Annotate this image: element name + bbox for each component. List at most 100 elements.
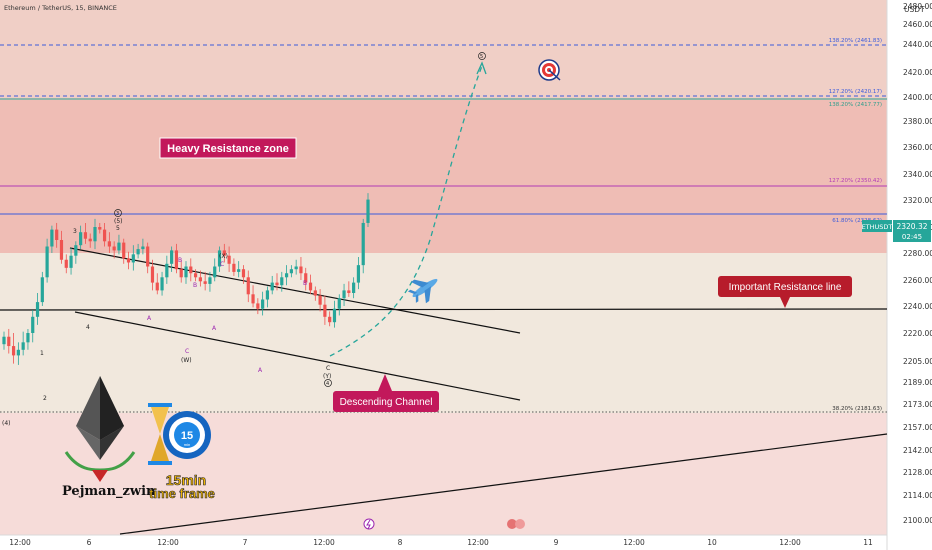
candle-body <box>284 273 289 278</box>
candle-body <box>356 265 361 283</box>
wave-circle-icon <box>324 379 332 387</box>
heavy-resistance-label[interactable]: Heavy Resistance zone <box>159 137 297 159</box>
candle-body <box>361 222 365 266</box>
candle-body <box>21 342 25 350</box>
time-tick-label: 12:00 <box>467 538 489 547</box>
wave-circle-icon <box>478 52 486 60</box>
candle-body <box>246 277 250 295</box>
candle-body <box>323 304 327 317</box>
projection-arrow-icon <box>476 61 487 75</box>
price-tick-label: 2460.00 <box>903 20 932 29</box>
price-tick-label: 2420.00 <box>903 68 932 77</box>
candle-body <box>160 277 164 291</box>
candle-body <box>64 259 68 268</box>
channel-upper-line[interactable] <box>69 247 521 334</box>
wave-label: 1 <box>40 350 44 357</box>
candle-body <box>155 282 159 291</box>
candle-body <box>289 269 293 274</box>
candle-body <box>83 232 88 239</box>
wave-label: (5) <box>114 218 123 225</box>
price-tick-label: 2360.00 <box>903 143 932 152</box>
price-axis[interactable]: 2480.00 2460.00 2440.00 2420.00 2400.00 2380.… <box>903 2 932 525</box>
channel-lower-line[interactable] <box>74 311 521 401</box>
price-tick-label: 2173.00 <box>903 400 932 409</box>
candle-body <box>40 277 44 303</box>
fib-label-382: 38.20% (2181.63) <box>832 406 882 412</box>
us-events-icon[interactable] <box>507 519 525 529</box>
time-tick-label: 12:00 <box>157 538 179 547</box>
clock-number: 15 <box>181 430 193 442</box>
wave-label: A <box>258 367 263 374</box>
wave-circle-icon <box>114 209 122 217</box>
candle-body <box>184 266 188 278</box>
candle-body <box>55 229 59 240</box>
fib-label-618: 61.80% (2328.62) <box>832 218 882 224</box>
wave-label: 4 <box>326 381 329 387</box>
price-tick-label: 2320.00 <box>903 196 932 205</box>
price-axis-bg <box>887 0 932 550</box>
important-resistance-label[interactable]: Important Resistance line <box>718 276 852 308</box>
candles <box>2 193 370 365</box>
wave-label: 3 <box>73 228 77 235</box>
candle-body <box>213 266 217 278</box>
svg-text:2320.32: 2320.32 <box>896 222 927 231</box>
candle-body <box>261 299 265 309</box>
clock-icon: 15 min <box>163 411 211 459</box>
candle-body <box>237 269 241 272</box>
airplane-icon <box>407 278 438 304</box>
candle-body <box>79 232 83 246</box>
price-tick-label: 2205.00 <box>903 357 932 366</box>
candle-body <box>332 308 337 323</box>
important-resistance-line[interactable] <box>0 308 888 311</box>
candle-body <box>88 238 92 242</box>
svg-text:02:45: 02:45 <box>902 233 922 241</box>
wave-label: 3 <box>116 211 119 217</box>
time-tick-label: 12:00 <box>313 538 335 547</box>
candle-body <box>299 266 303 274</box>
timeframe-line1: 15min <box>166 472 206 488</box>
price-tick-label: 2114.00 <box>903 491 932 500</box>
time-tick-label: 6 <box>87 538 92 547</box>
projection-path <box>329 65 483 357</box>
price-tick-label: 2480.00 <box>903 2 932 11</box>
candle-body <box>117 242 121 251</box>
time-tick-label: 12:00 <box>623 538 645 547</box>
candle-body <box>256 303 260 309</box>
wave-label: (W) <box>181 357 192 364</box>
price-tick-label: 2157.00 <box>903 423 932 432</box>
wave-label: C <box>220 261 224 268</box>
price-tick-label: 2189.00 <box>903 378 932 387</box>
candle-body <box>203 281 207 284</box>
fib-label-127-upper: 127.20% (2420.17) <box>829 89 882 95</box>
candle-body <box>337 298 341 309</box>
candle-body <box>174 250 179 270</box>
candle-body <box>280 277 284 286</box>
clock-unit: min <box>184 442 190 447</box>
candle-body <box>347 290 351 293</box>
candle-body <box>208 277 212 284</box>
wave-label: C <box>326 365 330 372</box>
time-axis[interactable]: 12:00 6 12:00 7 12:00 8 12:00 9 12:00 10 12:00 11 <box>9 538 873 547</box>
hourglass-icon <box>148 403 172 465</box>
heavy-resistance-zone <box>0 100 887 253</box>
descending-channel-label[interactable]: Descending Channel <box>333 374 439 412</box>
candle-body <box>150 266 155 283</box>
svg-text:ETHUSDT: ETHUSDT <box>862 223 893 231</box>
wave-label: (4) <box>2 420 11 427</box>
wave-label: 5 <box>116 225 120 232</box>
long-term-trendline[interactable] <box>119 433 888 535</box>
candle-body <box>45 246 49 278</box>
svg-text:Heavy Resistance zone: Heavy Resistance zone <box>167 143 289 155</box>
wave-label: A <box>212 325 217 332</box>
wave-label: 4 <box>86 324 90 331</box>
candle-body <box>7 336 11 347</box>
fib-label-138-upper: 138.20% (2461.83) <box>829 38 882 44</box>
candle-body <box>193 273 198 278</box>
lightning-icon[interactable] <box>363 518 375 530</box>
price-tick-label: 2280.00 <box>903 249 932 258</box>
price-tick-label: 2220.00 <box>903 329 932 338</box>
candle-body <box>131 254 135 263</box>
svg-text:Important Resistance line: Important Resistance line <box>729 282 842 293</box>
wave-label: A <box>147 315 152 322</box>
